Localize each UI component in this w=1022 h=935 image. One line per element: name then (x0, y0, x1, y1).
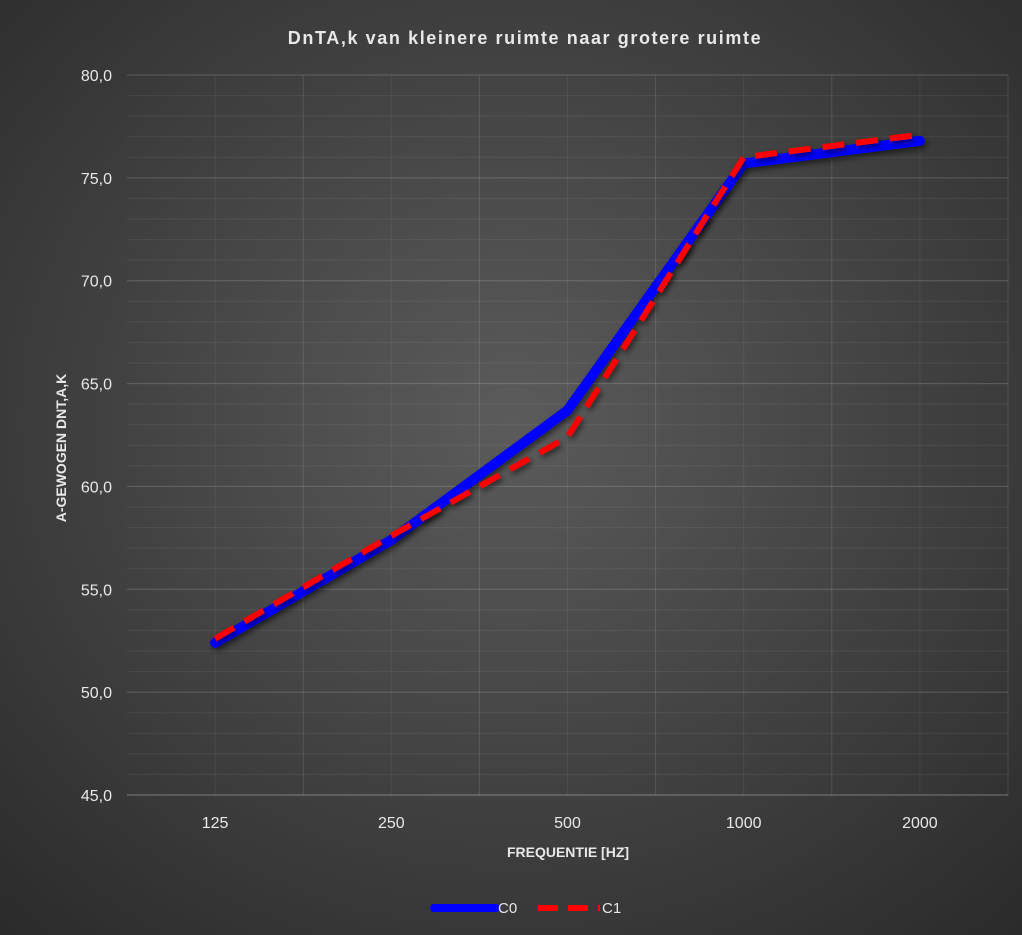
x-axis-title: FREQUENTIE [HZ] (507, 844, 629, 860)
y-tick-label: 70,0 (81, 274, 112, 291)
y-tick-label: 75,0 (81, 171, 112, 188)
legend-label: C0 (498, 900, 517, 917)
y-tick-label: 45,0 (81, 788, 112, 805)
x-tick-label: 250 (378, 815, 405, 832)
series-line-c1 (213, 131, 921, 642)
y-tick-label: 55,0 (81, 582, 112, 599)
x-tick-label: 500 (554, 815, 581, 832)
y-tick-label: 50,0 (81, 685, 112, 702)
legend-label: C1 (602, 900, 621, 917)
series-line-c0 (210, 135, 925, 648)
y-tick-label: 80,0 (81, 68, 112, 85)
legend: C0 C1 (430, 900, 621, 917)
y-tick-label: 65,0 (81, 377, 112, 394)
series-lines (210, 131, 925, 648)
y-tick-label: 60,0 (81, 479, 112, 496)
x-tick-label: 1000 (726, 815, 762, 832)
axes: 45,0 50,0 55,0 60,0 65,0 70,0 75,0 80,0 125 250 50… (81, 68, 1008, 832)
x-tick-label: 2000 (902, 815, 938, 832)
gridlines (127, 74, 1009, 795)
chart-title: DnTA,k van kleinere ruimte naar grotere … (288, 28, 762, 48)
y-axis-title: A-GEWOGEN DNT,A,K (53, 374, 69, 523)
x-tick-label: 125 (202, 815, 229, 832)
